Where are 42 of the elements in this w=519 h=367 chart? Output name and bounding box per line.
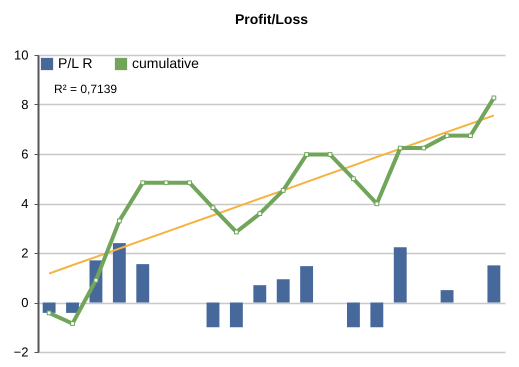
bar: [230, 302, 243, 328]
chart-title: Profit/Loss: [234, 11, 308, 27]
bar: [394, 247, 407, 302]
point: [210, 205, 216, 210]
point: [351, 176, 356, 182]
bar: [346, 302, 360, 328]
bar: [487, 265, 500, 302]
point: [140, 180, 146, 186]
point: [421, 146, 426, 150]
bar: [276, 279, 290, 302]
bar: [253, 285, 266, 302]
bar: [206, 302, 220, 328]
bar: [66, 302, 79, 313]
y-tick-label: −2: [14, 344, 28, 360]
point: [116, 218, 122, 224]
y-tick-label: 0: [21, 295, 28, 310]
point: [398, 146, 403, 150]
point: [94, 278, 98, 283]
point: [164, 180, 169, 186]
bar: [112, 243, 126, 302]
point: [187, 180, 192, 186]
y-tick-label: 10: [14, 48, 28, 62]
point: [328, 152, 332, 157]
bar: [440, 290, 454, 302]
bar: [136, 264, 150, 302]
point: [492, 95, 496, 100]
point: [304, 152, 309, 157]
point: [444, 133, 450, 138]
legend-label: cumulative: [132, 55, 200, 71]
bar: [300, 266, 314, 302]
bar: [370, 302, 384, 328]
line-series: [48, 114, 495, 275]
legend-label: P/L R: [58, 55, 92, 71]
annotation: R² = 0,7139: [54, 82, 118, 96]
point: [46, 310, 52, 316]
y-tick-label: 8: [21, 97, 28, 112]
point: [468, 133, 473, 138]
point: [280, 188, 286, 193]
y-tick-label: 6: [21, 146, 28, 162]
point: [257, 211, 262, 216]
y-tick-label: 4: [21, 196, 28, 211]
y-tick-label: 2: [21, 246, 28, 260]
